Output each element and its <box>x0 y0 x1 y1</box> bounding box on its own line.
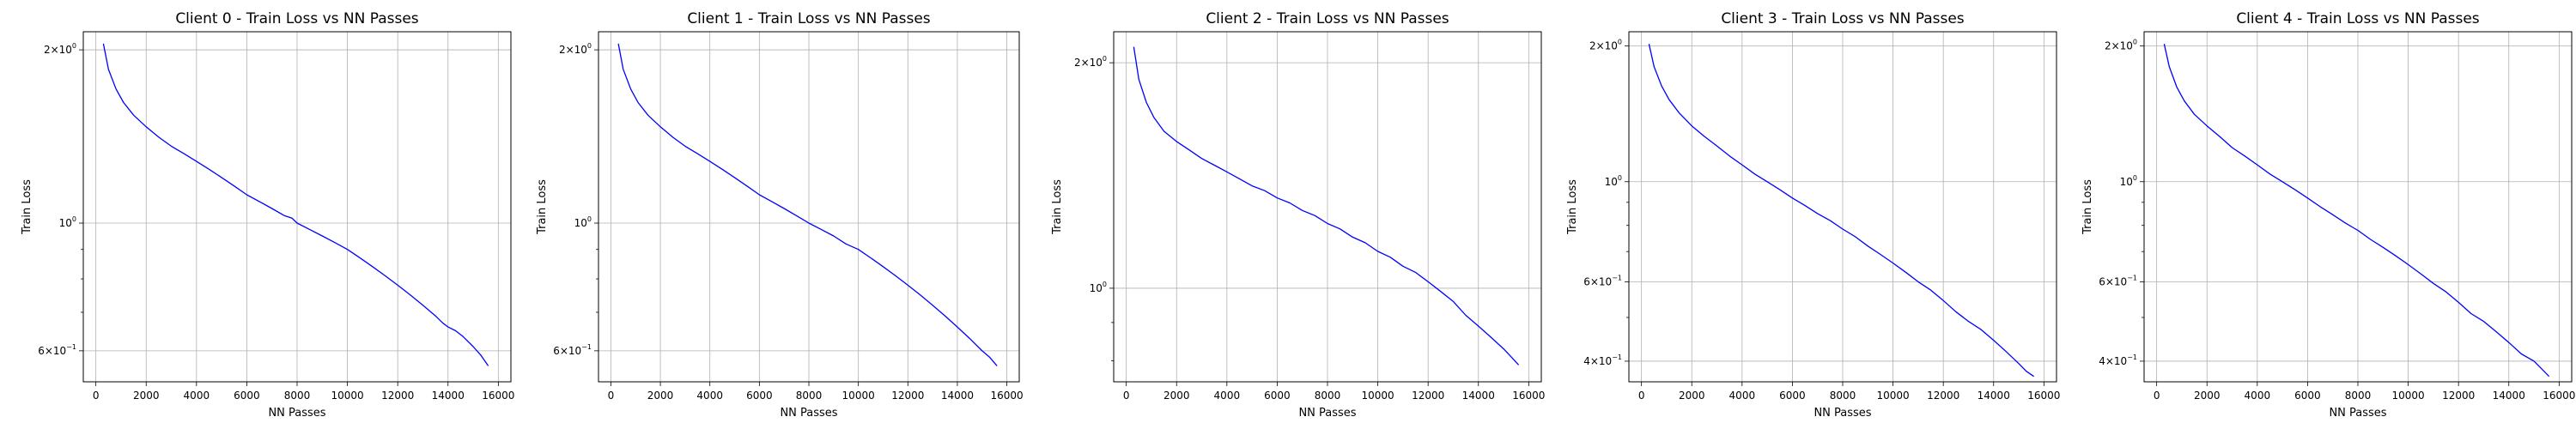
x-tick-label: 12000 <box>891 390 924 402</box>
x-tick-label: 2000 <box>1679 390 1705 402</box>
x-tick-label: 0 <box>1638 390 1645 402</box>
x-tick-label: 14000 <box>2493 390 2525 402</box>
x-tick-label: 6000 <box>746 390 773 402</box>
x-axis-label: NN Passes <box>780 407 837 420</box>
x-tick-label: 16000 <box>990 390 1023 402</box>
y-tick-label: 2×100 <box>559 42 592 56</box>
y-tick-label: 100 <box>2120 174 2137 188</box>
x-tick-label: 4000 <box>1214 390 1241 402</box>
plot-frame <box>598 31 1020 383</box>
x-tick-label: 14000 <box>432 390 465 402</box>
x-tick-label: 14000 <box>1978 390 2010 402</box>
chart-title: Client 4 - Train Loss vs NN Passes <box>2236 10 2479 27</box>
loss-series-line <box>1133 46 1520 366</box>
plot-frame <box>1628 31 2057 383</box>
y-axis-label: Train Loss <box>2081 179 2094 235</box>
x-tick-label: 6000 <box>1779 390 1806 402</box>
x-tick-label: 16000 <box>2027 390 2060 402</box>
x-tick-label: 4000 <box>1729 390 1756 402</box>
y-tick-label: 2×100 <box>1074 55 1107 69</box>
x-tick-label: 4000 <box>2245 390 2271 402</box>
plot-frame <box>2143 31 2573 383</box>
x-tick-label: 16000 <box>482 390 514 402</box>
y-tick-label: 6×10−1 <box>38 343 76 357</box>
y-tick-label: 6×10−1 <box>553 343 592 357</box>
x-tick-label: 8000 <box>1830 390 1856 402</box>
chart-panel-1: 0 2000 4000 6000 8000 10000 12000 14000 16000 2×1… <box>536 10 1024 420</box>
loss-series-line <box>617 43 998 366</box>
chart-title: Client 3 - Train Loss vs NN Passes <box>1721 10 1964 27</box>
x-tick-label: 6000 <box>2294 390 2321 402</box>
chart-title: Client 1 - Train Loss vs NN Passes <box>687 10 930 27</box>
x-tick-label: 0 <box>93 390 100 402</box>
x-tick-label: 4000 <box>696 390 723 402</box>
y-axis-label: Train Loss <box>1566 179 1579 235</box>
x-tick-label: 14000 <box>941 390 974 402</box>
plot-frame <box>1113 31 1542 383</box>
x-tick-label: 10000 <box>1361 390 1394 402</box>
x-tick-label: 12000 <box>381 390 414 402</box>
x-tick-label: 2000 <box>133 390 160 402</box>
y-tick-label: 100 <box>59 215 76 229</box>
x-tick-label: 10000 <box>2391 390 2424 402</box>
y-tick-label: 100 <box>1605 174 1622 188</box>
x-tick-label: 8000 <box>1315 390 1341 402</box>
y-tick-label: 4×10−1 <box>2099 353 2137 367</box>
x-tick-label: 8000 <box>284 390 311 402</box>
chart-panel-0: 0 2000 4000 6000 8000 10000 12000 14000 16000 2×1… <box>21 10 514 420</box>
x-axis-label: NN Passes <box>1298 407 1356 420</box>
x-tick-label: 8000 <box>2345 390 2372 402</box>
x-axis-label: NN Passes <box>268 407 325 420</box>
y-axis-label: Train Loss <box>1051 179 1064 235</box>
x-tick-label: 14000 <box>1462 390 1495 402</box>
plot-frame <box>82 31 512 383</box>
x-tick-label: 2000 <box>2194 390 2221 402</box>
chart-panel-2: 0 2000 4000 6000 8000 10000 12000 14000 16000 2×1… <box>1051 10 1545 420</box>
x-tick-label: 4000 <box>184 390 210 402</box>
y-tick-label: 6×10−1 <box>1583 274 1622 287</box>
y-tick-label: 6×10−1 <box>2099 274 2137 287</box>
loss-series-line <box>2163 44 2550 378</box>
x-tick-label: 10000 <box>1876 390 1909 402</box>
x-tick-label: 16000 <box>2543 390 2575 402</box>
x-tick-label: 2000 <box>1163 390 1190 402</box>
chart-panel-4: 0 2000 4000 6000 8000 10000 12000 14000 16000 2×1… <box>2081 10 2575 420</box>
x-tick-label: 12000 <box>2442 390 2475 402</box>
chart-title: Client 2 - Train Loss vs NN Passes <box>1206 10 1449 27</box>
x-tick-label: 12000 <box>1927 390 1959 402</box>
x-tick-label: 12000 <box>1412 390 1444 402</box>
y-tick-label: 2×100 <box>2105 39 2137 52</box>
x-tick-label: 10000 <box>842 390 875 402</box>
loss-series-line <box>1648 44 2034 378</box>
x-tick-label: 0 <box>2154 390 2160 402</box>
x-tick-label: 6000 <box>1264 390 1291 402</box>
x-tick-label: 6000 <box>234 390 260 402</box>
x-tick-label: 8000 <box>796 390 823 402</box>
y-axis-label: Train Loss <box>21 179 33 235</box>
y-tick-label: 4×10−1 <box>1583 353 1622 367</box>
y-tick-label: 2×100 <box>1589 39 1622 52</box>
x-axis-label: NN Passes <box>2329 407 2386 420</box>
x-axis-label: NN Passes <box>1814 407 1871 420</box>
y-tick-label: 100 <box>1090 281 1107 294</box>
x-tick-label: 2000 <box>647 390 674 402</box>
x-tick-label: 10000 <box>331 390 363 402</box>
y-tick-label: 100 <box>574 215 592 229</box>
y-tick-label: 2×100 <box>44 42 76 56</box>
chart-panel-3: 0 2000 4000 6000 8000 10000 12000 14000 16000 2×1… <box>1566 10 2060 420</box>
y-axis-label: Train Loss <box>536 179 549 235</box>
x-tick-label: 0 <box>608 390 615 402</box>
loss-series-line <box>102 43 489 366</box>
x-tick-label: 16000 <box>1512 390 1545 402</box>
x-tick-label: 0 <box>1123 390 1130 402</box>
chart-title: Client 0 - Train Loss vs NN Passes <box>175 10 418 27</box>
